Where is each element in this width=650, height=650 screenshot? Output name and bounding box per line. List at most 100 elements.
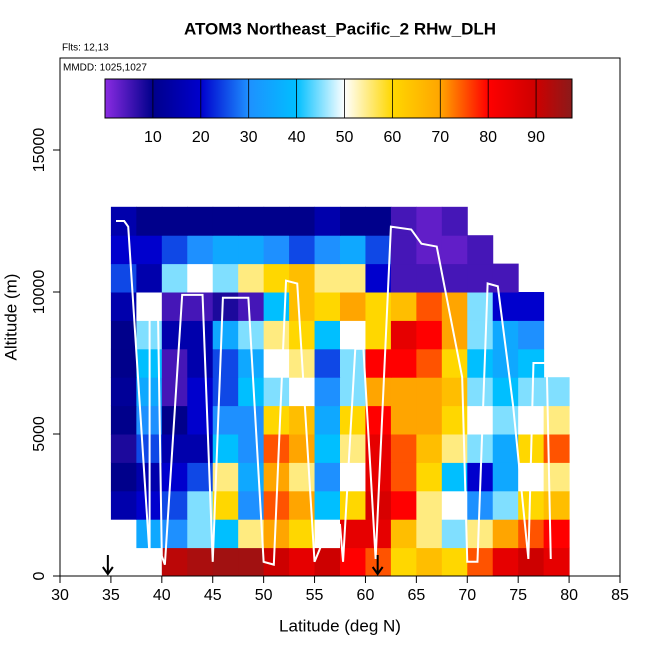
heat-cell [314,320,341,350]
heat-cell [492,462,519,492]
heat-cell [289,462,316,492]
heat-cell [390,377,417,407]
heat-cell [212,377,239,407]
heat-cell [518,519,545,549]
y-tick-label: 0 [31,571,48,580]
heat-cell [110,462,137,492]
plot-frame [59,57,621,577]
x-tick-label: 40 [153,587,171,604]
y-tick-label: 10000 [31,270,48,315]
heat-cell [441,490,468,520]
heat-cell [161,490,188,520]
heat-cell [110,235,137,265]
heat-cell [518,320,545,350]
heat-cell [161,292,188,321]
colorbar-tick-label: 70 [431,129,449,146]
heat-cell [467,519,494,549]
heat-cell [289,235,316,265]
heat-cell [518,292,545,321]
heat-cell [340,292,366,321]
heat-cell [212,547,239,577]
chart-title: ATOM3 Northeast_Pacific_2 RHw_DLH [184,19,496,38]
heat-cell [187,377,214,407]
heat-cell [289,320,316,350]
heat-cell [441,206,468,236]
heat-cell [314,519,341,549]
heat-cell [390,235,417,265]
heat-cell [467,405,494,435]
heat-cell [212,292,239,321]
heat-cell [467,377,494,407]
heat-cell [289,292,316,321]
heat-cell [365,320,392,350]
heat-cell [441,235,468,265]
x-axis-label: Latitude (deg N) [279,616,401,635]
heat-cell [492,263,519,293]
heat-cell [110,490,137,520]
heat-cell [492,490,519,520]
heat-cell [161,235,188,265]
heat-cell [390,320,417,350]
x-tick-label: 50 [255,587,273,604]
heat-cell [416,377,443,407]
heat-cell [187,490,214,520]
heat-cell [314,434,341,463]
heat-cell [161,320,188,350]
heat-cell [212,490,239,520]
heat-cell [416,434,443,463]
heat-cell [441,519,468,549]
heat-cell [492,377,519,407]
annotation: Flts: 12,13 [62,43,109,54]
heat-cell [365,519,392,549]
heat-cell [289,377,316,407]
marker-arrow [371,555,384,576]
heat-cell [161,462,188,492]
heat-cell [467,348,494,378]
heat-cell [289,206,316,236]
heat-cell [263,377,290,407]
heat-cell [416,462,443,492]
heat-cell [518,377,545,407]
annotation: MMDD: 1025,1027 [63,63,147,74]
x-tick-label: 55 [306,587,324,604]
heat-cell [212,519,239,549]
heat-cell [212,263,239,293]
heat-cell [365,235,392,265]
heat-cell [238,235,265,265]
heat-cell [238,377,265,407]
heat-cell [212,348,239,378]
heat-cell [110,405,137,435]
x-tick-label: 70 [458,587,476,604]
heat-cell [416,405,443,435]
heat-cell [340,235,366,265]
heat-cell [518,547,545,577]
heat-cell [340,320,366,350]
heat-cell [467,292,494,321]
heat-cell [238,547,265,577]
heat-cell [492,519,519,549]
heat-cell [314,377,341,407]
heat-cell [416,348,443,378]
heat-cell [340,405,366,435]
heat-cell [263,320,290,350]
x-tick-label: 30 [51,587,69,604]
colorbar-tick-label: 30 [240,129,258,146]
heat-cell [416,206,443,236]
heat-cell [289,263,316,293]
heat-cell [187,547,214,577]
heat-cell [390,405,417,435]
heat-cell [390,348,417,378]
heat-cell [136,263,163,293]
heat-cell [416,320,443,350]
heat-cell [390,490,417,520]
y-tick-label: 15000 [31,128,48,173]
heat-cell [263,519,290,549]
heat-cell [263,206,290,236]
heat-cell [467,235,494,265]
y-axis-label: Altitude (m) [1,274,20,361]
heat-cell [416,292,443,321]
heat-cell [110,377,137,407]
heat-cell [543,547,570,577]
heat-cell [263,348,290,378]
x-tick-label: 65 [407,587,425,604]
